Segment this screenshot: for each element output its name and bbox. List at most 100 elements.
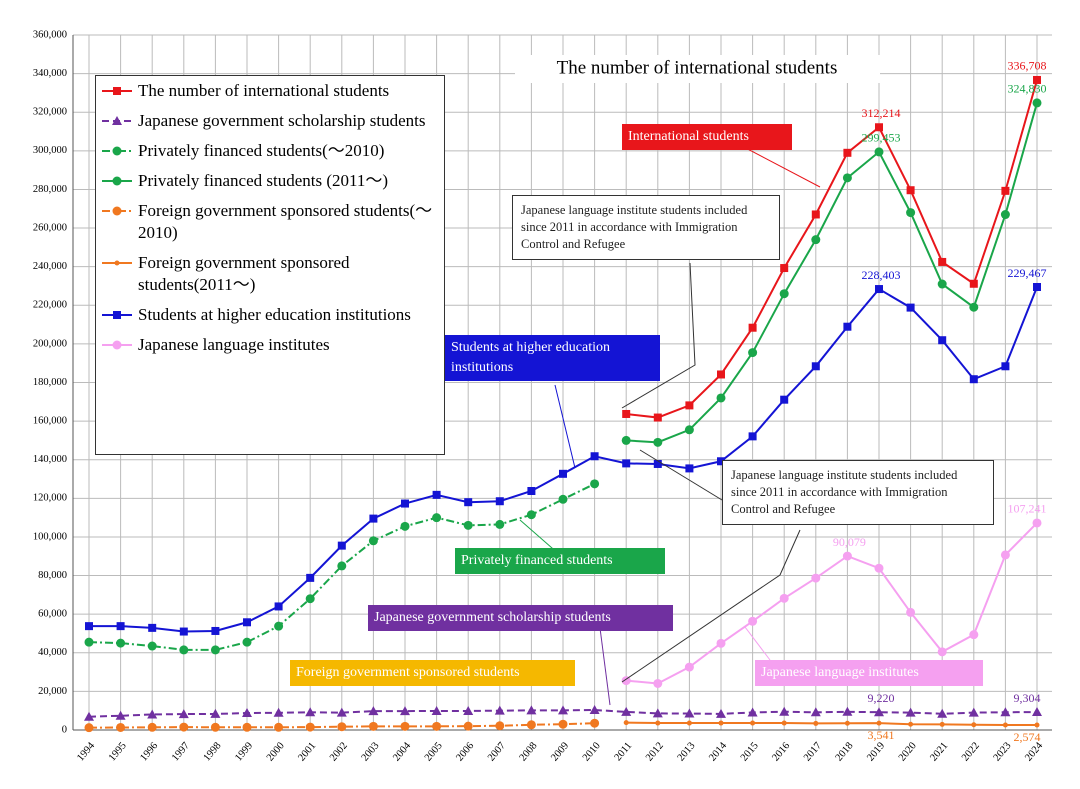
annotation: Japanese government scholarship students xyxy=(368,605,673,631)
marker xyxy=(400,521,410,531)
marker xyxy=(211,626,220,635)
title-bg xyxy=(515,55,880,83)
y-tick-label: 360,000 xyxy=(33,29,67,40)
marker xyxy=(179,645,189,655)
x-tick-label: 2021 xyxy=(928,740,950,763)
y-tick-label: 320,000 xyxy=(33,107,67,118)
marker xyxy=(937,708,948,718)
y-tick-label: 40,000 xyxy=(38,647,67,658)
marker xyxy=(368,706,379,716)
x-tick-label: 2015 xyxy=(739,740,761,763)
x-tick-label: 2016 xyxy=(770,740,792,763)
x-tick-label: 1995 xyxy=(107,740,129,763)
marker xyxy=(274,621,284,631)
marker xyxy=(115,710,126,720)
marker xyxy=(147,641,157,651)
marker xyxy=(686,720,692,726)
marker xyxy=(813,720,819,726)
x-tick-label: 2022 xyxy=(960,740,982,763)
annotation: Foreign government sponsored students xyxy=(290,660,575,686)
marker xyxy=(242,722,252,732)
marker xyxy=(1000,707,1011,717)
marker xyxy=(906,186,915,195)
leader xyxy=(621,529,801,683)
x-tick-label: 1996 xyxy=(138,740,160,763)
marker xyxy=(969,375,978,384)
marker xyxy=(495,519,505,529)
marker xyxy=(969,630,979,640)
legend-entry: Students at higher education institution… xyxy=(102,304,438,326)
marker xyxy=(368,721,378,731)
annotation: Japanese language institutes xyxy=(755,660,983,686)
x-tick-label: 2006 xyxy=(454,740,476,763)
marker xyxy=(716,638,726,648)
x-tick-label: 2019 xyxy=(865,740,887,763)
marker xyxy=(243,618,251,627)
marker xyxy=(780,264,789,273)
legend-swatch xyxy=(102,340,132,350)
marker xyxy=(274,602,283,611)
x-tick-label: 2008 xyxy=(518,740,540,763)
legend-label: The number of international students xyxy=(138,81,390,100)
marker xyxy=(112,116,122,125)
line xyxy=(626,522,1038,685)
legend-entry: Foreign government sponsored students(～2… xyxy=(102,200,438,244)
marker xyxy=(400,721,410,731)
marker xyxy=(969,302,979,312)
marker xyxy=(273,707,284,717)
marker xyxy=(305,722,315,732)
x-tick-label: 2009 xyxy=(549,740,571,763)
marker xyxy=(401,499,409,508)
y-tick-label: 20,000 xyxy=(38,686,67,697)
marker xyxy=(274,722,284,732)
data-label: 2,574 xyxy=(1014,730,1041,744)
leader xyxy=(621,262,696,409)
legend-entry: Japanese government scholarship students xyxy=(102,110,438,132)
marker xyxy=(495,721,505,731)
marker xyxy=(779,706,790,716)
marker xyxy=(337,541,346,550)
marker xyxy=(938,257,947,266)
marker xyxy=(717,370,725,379)
marker xyxy=(716,393,726,403)
marker xyxy=(116,638,126,648)
data-label: 299,453 xyxy=(862,131,901,145)
x-tick-label: 1998 xyxy=(202,740,224,763)
marker xyxy=(621,706,632,716)
marker xyxy=(242,637,252,647)
data-label: 228,403 xyxy=(862,268,901,282)
marker xyxy=(1034,722,1040,728)
y-tick-label: 180,000 xyxy=(33,377,67,388)
marker xyxy=(463,520,473,530)
annotation: Japanese language institute students inc… xyxy=(512,195,780,260)
marker xyxy=(622,409,631,418)
marker xyxy=(811,362,820,371)
marker xyxy=(432,490,441,499)
marker xyxy=(558,494,568,504)
marker xyxy=(716,708,726,718)
marker xyxy=(875,285,883,294)
marker xyxy=(400,706,410,716)
series: 228,403 229,467 xyxy=(85,266,1047,636)
marker xyxy=(558,719,568,729)
y-tick-label: 220,000 xyxy=(33,300,67,311)
y-tick-label: 340,000 xyxy=(33,68,67,79)
leader xyxy=(739,144,821,188)
marker xyxy=(906,303,915,312)
marker xyxy=(495,497,504,506)
y-tick-label: 100,000 xyxy=(33,531,67,542)
marker xyxy=(748,323,757,332)
marker xyxy=(622,459,631,468)
marker xyxy=(337,722,347,732)
legend-swatch xyxy=(102,87,132,95)
series xyxy=(84,718,600,733)
y-tick-label: 240,000 xyxy=(33,261,67,272)
marker xyxy=(590,718,600,728)
marker xyxy=(526,510,536,520)
marker xyxy=(179,627,188,636)
marker xyxy=(684,662,694,672)
legend-swatch xyxy=(102,260,132,266)
x-tick-label: 1997 xyxy=(170,740,192,763)
marker xyxy=(242,708,252,718)
marker xyxy=(779,289,789,299)
